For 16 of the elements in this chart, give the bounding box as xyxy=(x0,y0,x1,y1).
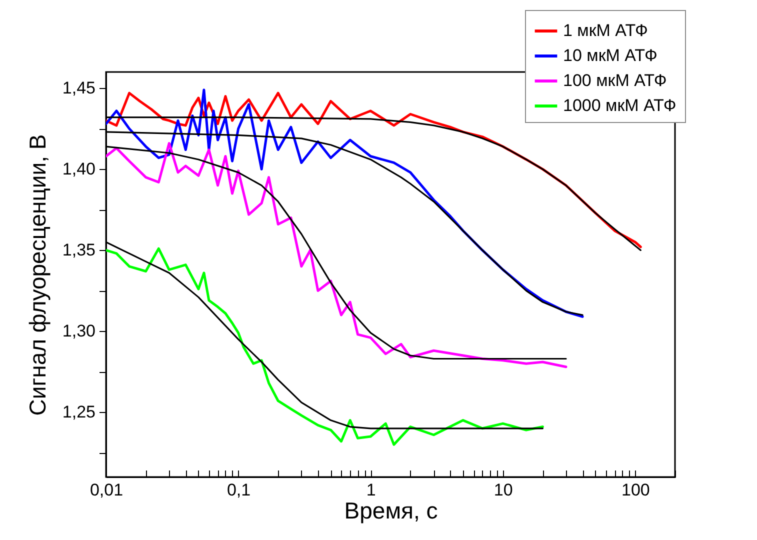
y-axis-title: Сигнал флуоресценции, В xyxy=(24,134,50,416)
legend-label: 1000 мкМ АТФ xyxy=(563,96,676,115)
x-tick-label: 0,1 xyxy=(226,480,251,500)
x-tick-label: 100 xyxy=(621,480,650,500)
legend-label: 100 мкМ АТФ xyxy=(563,71,667,90)
legend-label: 10 мкМ АТФ xyxy=(563,46,658,65)
y-tick-label: 1,30 xyxy=(62,322,96,341)
y-tick-label: 1,40 xyxy=(62,160,96,179)
y-tick-label: 1,25 xyxy=(62,402,96,422)
y-tick-label: 1,35 xyxy=(62,240,96,260)
x-tick-label: 0,01 xyxy=(90,480,124,500)
y-tick-label: 1,45 xyxy=(62,78,96,98)
legend-label: 1 мкМ АТФ xyxy=(563,21,648,40)
x-axis-title: Время, с xyxy=(344,498,438,524)
x-tick-label: 1 xyxy=(366,480,376,500)
x-tick-label: 10 xyxy=(494,480,513,500)
